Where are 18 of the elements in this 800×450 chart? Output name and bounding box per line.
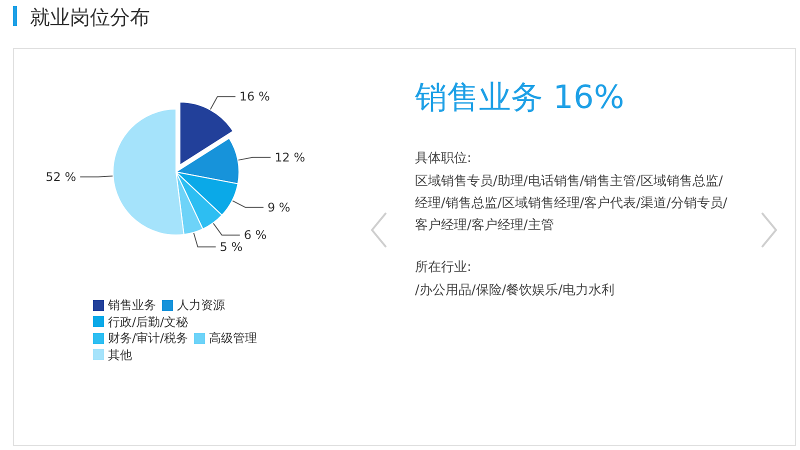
data-label: 5 % [220,240,243,254]
legend-label: 销售业务 [108,297,156,314]
text: 区域销售专员/助理/电话销售/销售主管/区域销售总监/经理/销售总监/区域销售经理/客户代表/渠道/分销专员/客户经理/客户经理/主管 [415,173,728,235]
legend-label: 其他 [108,346,132,363]
legend-label: 财务/审计/税务 [108,330,188,346]
chart-title: 就业岗位分布 [30,4,150,31]
text: 所在行业: [415,259,472,277]
legend-label: 人力资源 [177,297,225,314]
data-label: 6 % [244,228,267,242]
text: 销售业务 16% [415,77,626,118]
text: 具体职位: [415,150,472,168]
text: /办公用品/保险/餐饮娱乐/电力水利 [415,282,616,300]
legend-label: 高级管理 [209,330,258,346]
data-label: 12 % [274,150,306,164]
data-label: 9 % [268,200,290,214]
legend-label: 行政/后勤/文秘 [108,314,188,330]
data-label: 16 % [239,90,270,104]
data-label: 52 % [46,170,76,184]
